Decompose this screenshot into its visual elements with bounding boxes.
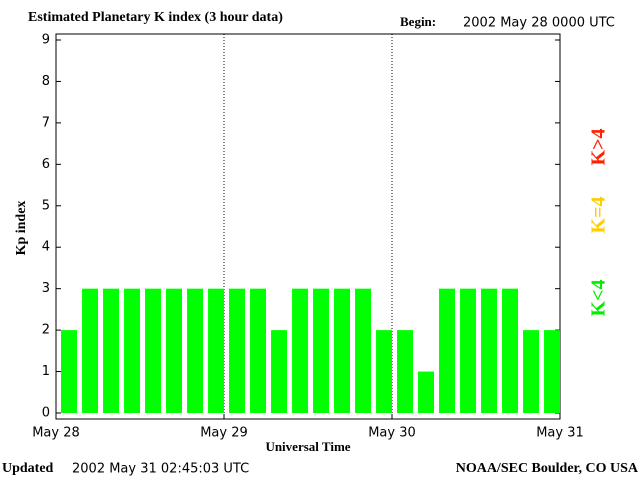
bar xyxy=(292,288,308,413)
updated-date: 2002 May 31 02:45:03 UTC xyxy=(72,462,249,477)
bar xyxy=(376,330,392,413)
y-tick-label: 8 xyxy=(42,74,50,89)
bar xyxy=(334,288,350,413)
bar xyxy=(271,330,287,413)
legend-entry: K=4 xyxy=(588,197,610,234)
chart-title: Estimated Planetary K index (3 hour data… xyxy=(28,10,283,25)
y-tick-label: 1 xyxy=(42,364,50,379)
bar xyxy=(523,330,539,413)
bar xyxy=(229,288,245,413)
bar xyxy=(166,288,182,413)
x-axis-label: Universal Time xyxy=(265,439,350,454)
bar xyxy=(208,288,224,413)
y-tick-label: 2 xyxy=(42,323,50,338)
bar xyxy=(61,330,77,413)
updated-label: Updated xyxy=(2,461,54,476)
legend-entry: K>4 xyxy=(588,129,610,166)
begin-label: Begin: xyxy=(400,14,436,29)
x-tick-label: May 29 xyxy=(200,426,248,441)
y-tick-label: 4 xyxy=(42,240,50,255)
x-tick-label: May 30 xyxy=(368,426,416,441)
bar xyxy=(397,330,413,413)
x-tick-label: May 31 xyxy=(536,426,584,441)
legend-entry: K<4 xyxy=(588,280,610,317)
bar xyxy=(439,288,455,413)
bar xyxy=(418,371,434,413)
bar xyxy=(313,288,329,413)
bar xyxy=(502,288,518,413)
y-tick-label: 5 xyxy=(42,198,50,213)
bar xyxy=(250,288,266,413)
bar xyxy=(481,288,497,413)
bar xyxy=(124,288,140,413)
y-axis-label: Kp index xyxy=(14,201,29,256)
y-tick-label: 9 xyxy=(42,33,50,48)
y-tick-label: 7 xyxy=(42,115,50,130)
bar xyxy=(187,288,203,413)
x-tick-label: May 28 xyxy=(32,426,80,441)
bar xyxy=(145,288,161,413)
bar xyxy=(544,330,560,413)
source: NOAA/SEC Boulder, CO USA xyxy=(456,461,639,476)
bar xyxy=(82,288,98,413)
y-tick-label: 3 xyxy=(42,281,50,296)
begin-date: 2002 May 28 0000 UTC xyxy=(463,16,615,31)
y-tick-label: 0 xyxy=(42,406,50,421)
bar xyxy=(103,288,119,413)
y-tick-label: 6 xyxy=(42,157,50,172)
plot-frame xyxy=(55,33,561,420)
bar xyxy=(355,288,371,413)
bar xyxy=(460,288,476,413)
